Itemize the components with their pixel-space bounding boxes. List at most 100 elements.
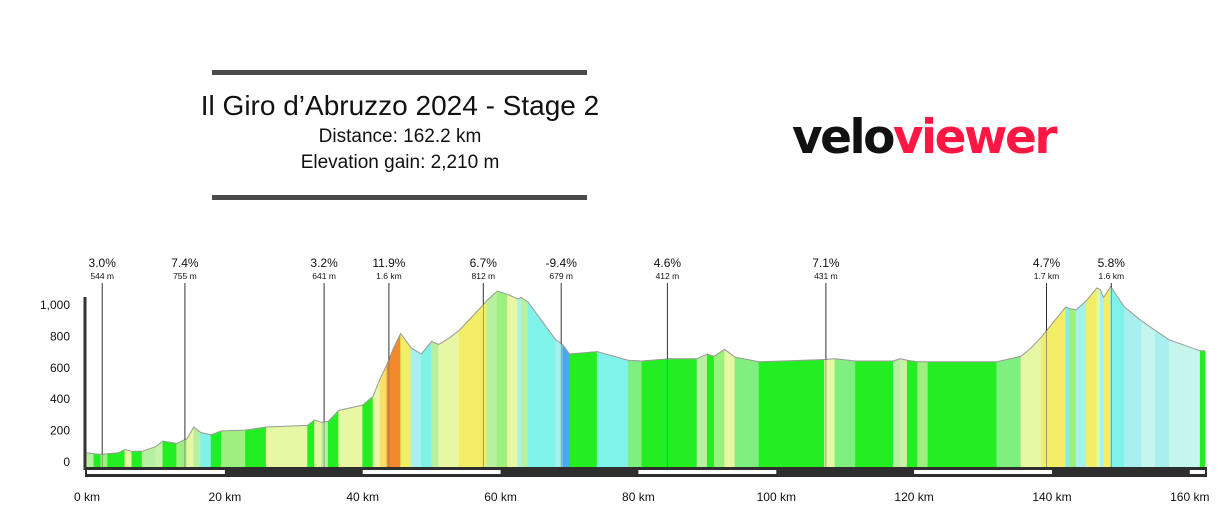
profile-segment	[386, 347, 395, 468]
y-tick-label: 800	[50, 329, 70, 343]
annotation-length: 812 m	[471, 271, 495, 281]
x-tick-label: 20 km	[209, 490, 242, 504]
annotation-gradient: 6.7%	[470, 256, 498, 270]
annotation-gradient: 11.9%	[372, 256, 405, 270]
x-tick-label: 100 km	[757, 490, 796, 504]
annotation-gradient: 7.4%	[171, 256, 199, 270]
profile-segment	[162, 440, 177, 468]
title-rule-bottom	[212, 195, 587, 200]
profile-segment	[327, 409, 339, 468]
profile-segment	[713, 348, 725, 468]
profile-segment	[917, 361, 929, 468]
x-axis-band	[87, 470, 225, 474]
profile-segment	[193, 426, 201, 468]
annotation-length: 1.6 km	[376, 271, 402, 281]
profile-segment	[400, 332, 412, 468]
y-tick-label: 0	[63, 455, 70, 469]
profile-segment	[200, 432, 212, 468]
profile-segment	[1068, 308, 1077, 468]
profile-segment	[338, 404, 364, 468]
profile-segment	[496, 290, 508, 468]
annotation-gradient: 3.2%	[310, 256, 338, 270]
profile-segment	[124, 449, 133, 468]
x-tick-label: 60 km	[484, 490, 517, 504]
x-axis-band	[362, 470, 501, 474]
profile-segment	[996, 355, 1022, 468]
y-tick-label: 1,000	[40, 298, 70, 312]
profile-segment	[834, 358, 856, 468]
profile-segment	[1199, 350, 1206, 468]
profile-segment	[627, 359, 643, 468]
profile-segment	[1103, 285, 1111, 468]
annotation-length: 1.6 km	[1099, 271, 1125, 281]
x-tick-label: 120 km	[894, 490, 933, 504]
profile-segment	[1031, 335, 1042, 468]
profile-segment	[438, 337, 450, 468]
profile-segment	[1086, 287, 1098, 468]
profile-segment	[420, 340, 432, 468]
x-axis-band	[638, 470, 777, 474]
y-tick-label: 400	[50, 392, 70, 406]
profile-segment	[899, 358, 908, 468]
profile-segment	[669, 358, 698, 468]
x-axis-band	[1189, 470, 1205, 474]
profile-segment	[265, 425, 308, 468]
profile-segment	[155, 440, 164, 468]
profile-segment	[458, 307, 481, 468]
profile-segment	[1124, 306, 1142, 468]
y-tick-label: 200	[50, 424, 70, 438]
profile-segment	[131, 450, 143, 468]
annotation-length: 412 m	[656, 271, 680, 281]
profile-segment	[245, 426, 267, 468]
profile-segment	[527, 301, 557, 468]
title-block: Il Giro d’Abruzzo 2024 - Stage 2 Distanc…	[150, 88, 650, 176]
profile-segment	[1041, 306, 1067, 468]
annotation-gradient: 4.6%	[654, 256, 682, 270]
x-tick-label: 160 km	[1170, 490, 1209, 504]
title-rule-top	[212, 70, 587, 75]
annotation-length: 1.7 km	[1034, 271, 1060, 281]
profile-segment	[1020, 347, 1032, 468]
profile-segment	[86, 452, 95, 468]
logo-part-velo: velo	[792, 110, 895, 165]
profile-segments	[86, 285, 1206, 468]
x-axis: 0 km 20 km 40 km 60 km 80 km 100 km 120 km 140 …	[74, 467, 1209, 504]
profile-segment	[372, 378, 381, 468]
profile-segment	[927, 361, 998, 468]
profile-segment	[1168, 339, 1201, 468]
annotation-gradient: 5.8%	[1098, 256, 1126, 270]
profile-segment	[724, 348, 736, 468]
y-axis: 0 200 400 600 800 1,000	[40, 297, 87, 470]
annotation-length: 431 m	[814, 271, 838, 281]
profile-segment	[596, 351, 629, 468]
profile-segment	[555, 339, 563, 468]
profile-segment	[1110, 285, 1125, 468]
annotation-length: 679 m	[549, 271, 573, 281]
profile-segment	[734, 356, 760, 468]
profile-segment	[520, 296, 529, 468]
logo-part-viewer: viewer	[892, 110, 1058, 165]
annotation-length: 641 m	[312, 271, 336, 281]
profile-segment	[448, 329, 460, 468]
profile-segment	[855, 360, 894, 468]
profile-segment	[562, 343, 570, 468]
distance-label: Distance: 162.2 km	[318, 126, 482, 147]
annotation-gradient: 7.1%	[812, 256, 840, 270]
veloviewer-logo: veloviewer	[792, 108, 1058, 168]
profile-segment	[431, 340, 439, 468]
annotation-gradient: 4.7%	[1033, 256, 1061, 270]
elevation-gain-label: Elevation gain: 2,210 m	[300, 152, 500, 173]
y-tick-label: 600	[50, 361, 70, 375]
profile-segment	[758, 359, 825, 468]
x-tick-label: 40 km	[346, 490, 379, 504]
annotation-gradient: -9.4%	[546, 256, 578, 270]
profile-segment	[893, 358, 901, 468]
profile-segment	[906, 359, 918, 468]
profile-segment	[141, 446, 157, 468]
climb-annotations: 3.0%544 m7.4%755 m3.2%641 m11.9%1.6 km6.…	[89, 256, 1126, 467]
profile-segment	[379, 364, 388, 468]
profile-segment	[1141, 320, 1156, 468]
profile-segment	[314, 419, 322, 468]
profile-outline	[86, 285, 1205, 455]
profile-segment	[1096, 287, 1101, 468]
